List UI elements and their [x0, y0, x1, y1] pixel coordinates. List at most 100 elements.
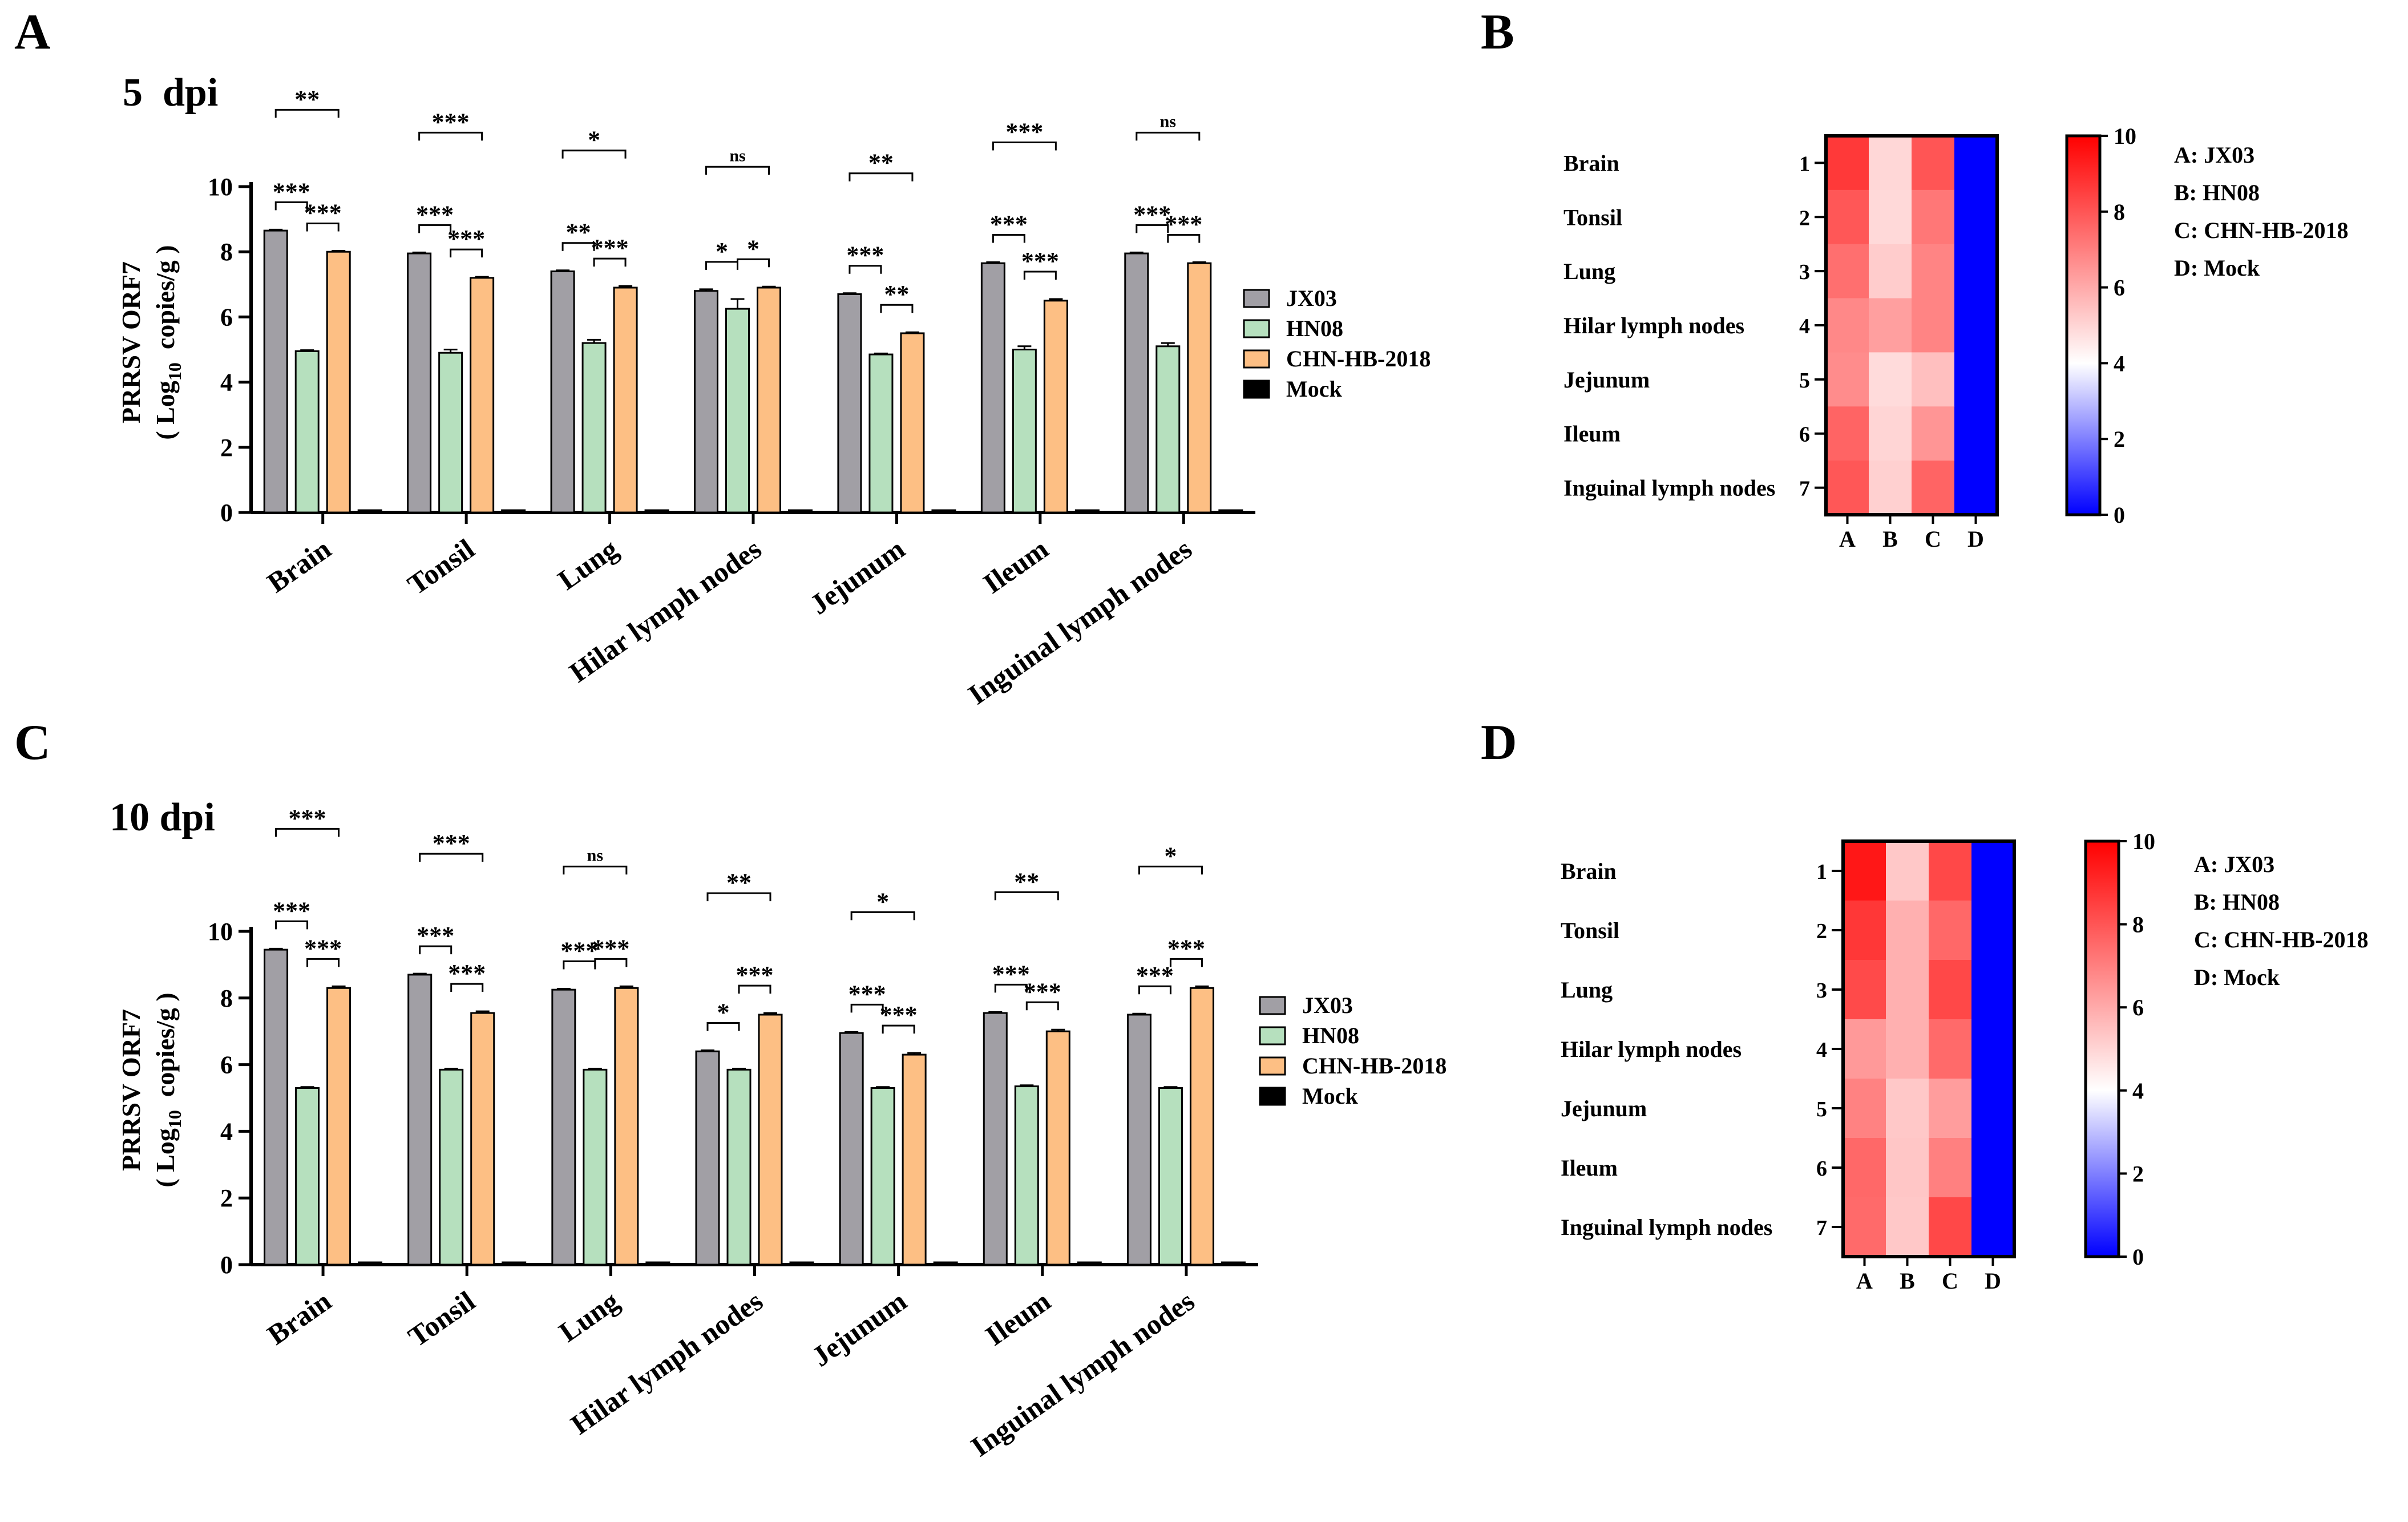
heat-cell-brain-b: [1869, 136, 1912, 191]
bar-jx03-jejunum: [839, 1032, 864, 1266]
significance-bracket-right: [1025, 1001, 1059, 1011]
bar-hn08-tonsil: [439, 1068, 464, 1266]
significance-bracket-left: [850, 1003, 884, 1013]
column-label-d: D: [1967, 526, 1984, 552]
significance-bracket-top-label: **: [1014, 867, 1039, 895]
significance-bracket-left-label: ***: [1136, 962, 1174, 990]
significance-bracket-right: [594, 958, 628, 967]
bar-hn08-jejunum: [870, 1087, 895, 1266]
bar-chn-hb-2018-lung: [614, 987, 639, 1266]
x-tick-label-jejunum: Jejunum: [804, 532, 911, 620]
row-number: 5: [1816, 1097, 1827, 1121]
significance-bracket-right-label: ***: [1167, 934, 1205, 962]
y-tick-label: 6: [220, 303, 233, 331]
bar-hn08-brain: [295, 1087, 320, 1266]
legend-swatch-jx03: [1243, 289, 1270, 308]
y-axis-label-pre: ( Log: [151, 1128, 180, 1188]
legend-swatch-hn08: [1259, 1026, 1286, 1045]
y-tick-label: 10: [208, 918, 233, 946]
heat-cell-jejunum-c: [1912, 352, 1955, 407]
heat-cell-tonsil-a: [1826, 189, 1869, 245]
colorbar-tick-label: 2: [2114, 426, 2125, 452]
y-axis-label-units: ( Log10 copies/g ): [151, 992, 185, 1187]
heat-cell-hilar-lymph-nodes-d: [1954, 298, 1998, 353]
significance-bracket-top-label: ***: [432, 108, 470, 136]
row-number: 3: [1816, 979, 1827, 1003]
heat-cell-ileum-b: [1886, 1138, 1929, 1198]
heatmap-b: Brain 1 Tonsil 2 Lung 3 Hilar lymph nodes 4 Jeju…: [1563, 123, 2349, 552]
heat-cell-ileum-b: [1869, 406, 1912, 461]
row-label-tonsil: Tonsil: [1561, 918, 1619, 943]
significance-bracket-right: [593, 257, 627, 267]
heat-cell-inguinal-lymph-nodes-c: [1912, 461, 1955, 515]
heat-cell-brain-c: [1929, 841, 1972, 901]
bar-jx03-hilar-lymph-nodes: [695, 1050, 720, 1266]
y-axis-label-units: ( Log10 copies/g ): [151, 245, 185, 439]
bar-mock-hilar-lymph-nodes: [789, 1261, 814, 1266]
significance-bracket-top-label: ns: [587, 846, 603, 865]
bar-mock-brain: [358, 1261, 383, 1266]
significance-bracket-top: [1138, 865, 1203, 875]
heat-cell-inguinal-lymph-nodes-a: [1826, 461, 1869, 515]
significance-bracket-left-label: ***: [846, 241, 884, 269]
significance-bracket-right-label: ***: [592, 934, 629, 962]
heat-cell-ileum-c: [1912, 406, 1955, 461]
heatmap-frame: [1841, 839, 2016, 1258]
heat-cell-inguinal-lymph-nodes-d: [1971, 1197, 2015, 1257]
heat-cell-brain-d: [1954, 136, 1998, 191]
colorbar-tick-label: 8: [2132, 912, 2144, 938]
significance-bracket-left-label: ***: [273, 177, 310, 205]
significance-bracket-top: [561, 150, 627, 159]
significance-bracket-right: [306, 958, 340, 967]
panel-d-heatmap: D Brain 1 Tonsil 2 Lung 3 Hilar lymph nodes 4 Je…: [1481, 715, 2369, 1294]
heat-cell-lung-b: [1886, 960, 1929, 1020]
colorbar-tick-label: 4: [2114, 350, 2125, 376]
bar-mock-inguinal-lymph-nodes: [1221, 1261, 1246, 1266]
heat-cell-lung-a: [1843, 960, 1886, 1020]
heat-cell-tonsil-b: [1869, 189, 1912, 245]
y-tick-label: 4: [220, 1117, 233, 1145]
x-tick-label-jejunum: Jejunum: [806, 1285, 912, 1372]
significance-bracket-right-label: ***: [448, 959, 486, 987]
significance-bracket-left: [1138, 985, 1171, 995]
heat-cell-hilar-lymph-nodes-d: [1971, 1019, 2015, 1079]
chart-title-5dpi: 5 dpi: [123, 71, 218, 115]
heat-cell-tonsil-c: [1912, 189, 1955, 245]
heat-cell-brain-d: [1971, 841, 2015, 901]
bar-chn-hb-2018-brain: [326, 251, 351, 514]
bar-jx03-inguinal-lymph-nodes: [1126, 1014, 1152, 1266]
significance-bracket-left-label: ***: [273, 897, 310, 924]
panel-letter-b: B: [1481, 5, 1514, 60]
bar-chn-hb-2018-tonsil: [470, 1012, 495, 1266]
bar-jx03-brain: [263, 229, 288, 514]
key-entry-b: B: HN08: [2174, 180, 2260, 205]
x-tick-label-brain: Brain: [261, 532, 337, 599]
row-number: 5: [1799, 369, 1810, 393]
significance-bracket-right: [1167, 233, 1201, 243]
bar-jx03-inguinal-lymph-nodes: [1124, 252, 1149, 514]
x-tick-label-ileum: Ileum: [977, 532, 1054, 600]
bar-mock-jejunum: [933, 1261, 958, 1266]
key-entry-c: C: CHN-HB-2018: [2194, 927, 2369, 952]
heat-cell-lung-b: [1869, 244, 1912, 299]
heat-cell-inguinal-lymph-nodes-d: [1954, 461, 1998, 515]
bar-mock-ileum: [1074, 509, 1100, 514]
key-entry-b: B: HN08: [2194, 889, 2280, 915]
bar-chn-hb-2018-inguinal-lymph-nodes: [1189, 987, 1214, 1266]
row-number: 4: [1799, 314, 1810, 338]
significance-bracket-left: [561, 242, 595, 251]
row-label-ileum: Ileum: [1563, 421, 1621, 447]
panel-b-heatmap: B Brain 1 Tonsil 2 Lung 3 Hilar lymph nodes 4 Je…: [1481, 5, 2349, 552]
significance-bracket-left: [706, 1022, 740, 1031]
heat-cell-tonsil-a: [1843, 901, 1886, 960]
significance-bracket-left: [849, 265, 882, 274]
bar-hn08-tonsil: [438, 352, 463, 514]
heat-cell-jejunum-b: [1886, 1079, 1929, 1139]
heat-cell-inguinal-lymph-nodes-a: [1843, 1197, 1886, 1257]
panel-letter-c: C: [14, 715, 51, 770]
legend-swatch-chn-hb-2018: [1243, 349, 1270, 369]
significance-bracket-right-label: ***: [304, 934, 342, 962]
heat-cell-ileum-a: [1843, 1138, 1886, 1198]
significance-bracket-right: [306, 222, 340, 232]
significance-bracket-top: [563, 865, 628, 875]
